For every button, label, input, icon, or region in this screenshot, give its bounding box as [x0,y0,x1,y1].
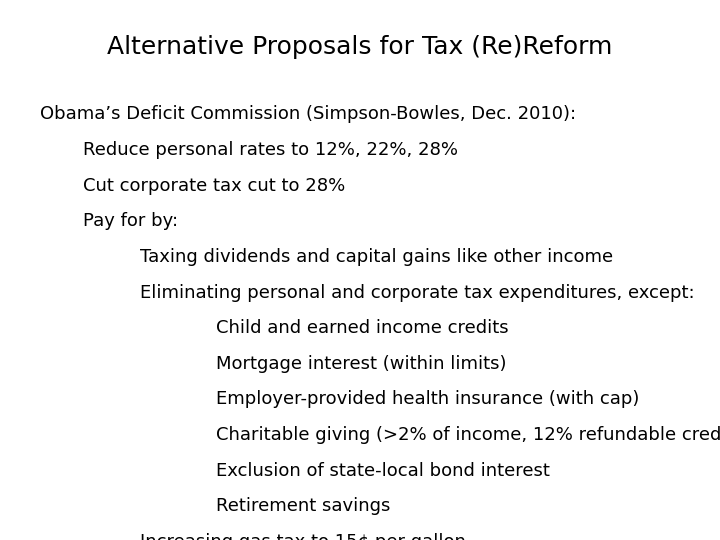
Text: Obama’s Deficit Commission (Simpson-Bowles, Dec. 2010):: Obama’s Deficit Commission (Simpson-Bowl… [40,105,576,123]
Text: Exclusion of state-local bond interest: Exclusion of state-local bond interest [216,462,550,480]
Text: Increasing gas tax to 15¢ per gallon: Increasing gas tax to 15¢ per gallon [140,533,467,540]
Text: Child and earned income credits: Child and earned income credits [216,319,508,337]
Text: Reduce personal rates to 12%, 22%, 28%: Reduce personal rates to 12%, 22%, 28% [83,141,458,159]
Text: Taxing dividends and capital gains like other income: Taxing dividends and capital gains like … [140,248,613,266]
Text: Employer-provided health insurance (with cap): Employer-provided health insurance (with… [216,390,639,408]
Text: Charitable giving (>2% of income, 12% refundable credit: Charitable giving (>2% of income, 12% re… [216,426,720,444]
Text: Pay for by:: Pay for by: [83,212,178,230]
Text: Mortgage interest (within limits): Mortgage interest (within limits) [216,355,506,373]
Text: Retirement savings: Retirement savings [216,497,390,515]
Text: Eliminating personal and corporate tax expenditures, except:: Eliminating personal and corporate tax e… [140,284,695,301]
Text: Cut corporate tax cut to 28%: Cut corporate tax cut to 28% [83,177,345,194]
Text: Alternative Proposals for Tax (Re)Reform: Alternative Proposals for Tax (Re)Reform [107,35,613,59]
